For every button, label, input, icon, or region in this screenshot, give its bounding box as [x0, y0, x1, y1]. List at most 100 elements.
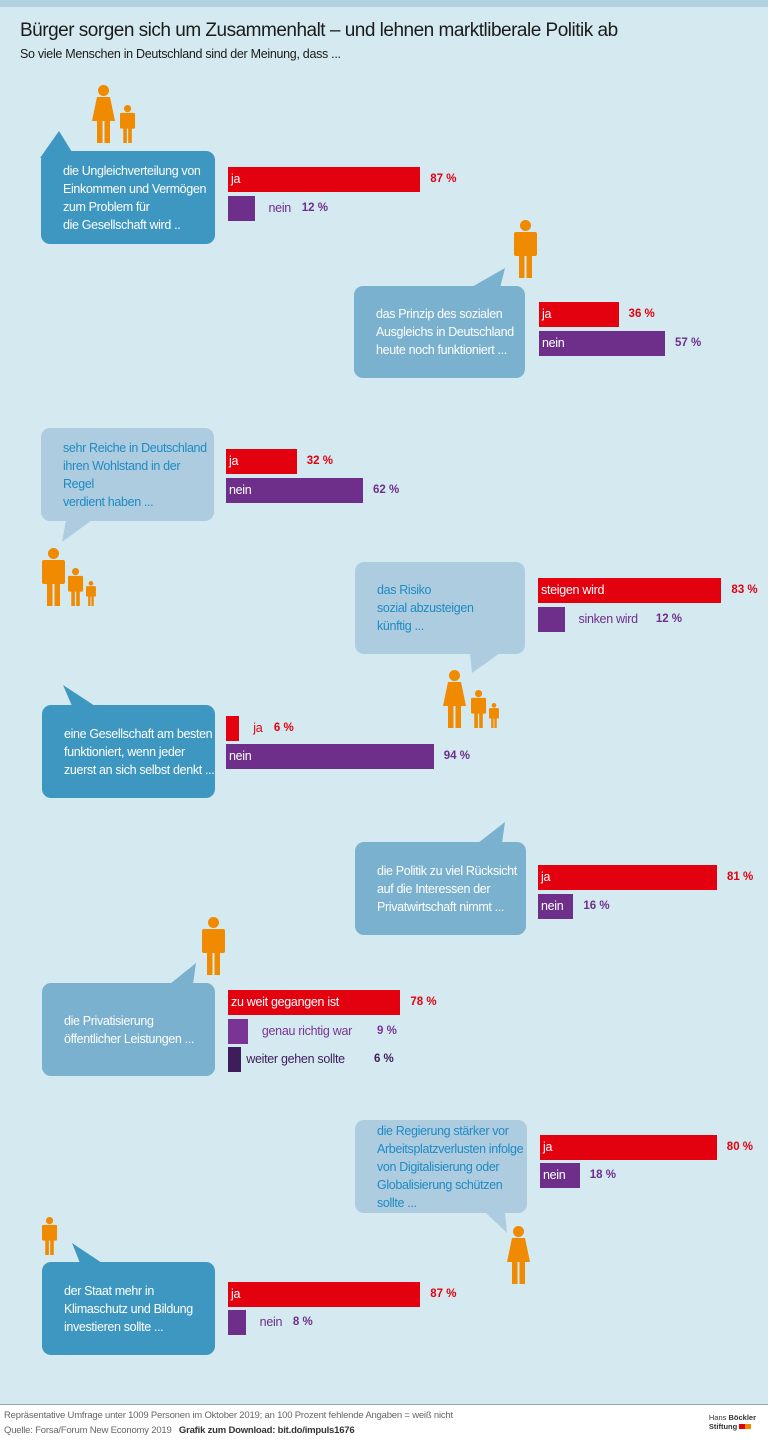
bar-value: 62 % [373, 484, 400, 496]
bar-value: 32 % [306, 455, 333, 467]
speech-bubble-tail [62, 520, 92, 542]
question-line: die Regierung stärker vor [377, 1123, 509, 1138]
question-line: sozial abzusteigen [377, 601, 474, 615]
man-icon [514, 220, 537, 278]
bar-steigen-wird [538, 578, 722, 603]
bar-value: 57 % [674, 337, 702, 349]
bar-value: 80 % [726, 1141, 754, 1153]
question-line: auf die Interessen der [377, 881, 491, 896]
bar-sinken-wird [538, 607, 565, 632]
woman-child-icon [92, 85, 136, 143]
bar-label: ja [253, 721, 263, 735]
question-line: der Staat mehr in [64, 1283, 154, 1298]
bar-value: 36 % [628, 308, 655, 320]
bar-label: zu weit gegangen ist [231, 995, 339, 1009]
speech-bubble: eine Gesellschaft am besten funktioniert,… [42, 705, 215, 798]
question-line: Privatwirtschaft nimmt ... [377, 899, 505, 914]
bar-value: 94 % [443, 750, 470, 762]
question-line: öffentlicher Leistungen ... [64, 1031, 194, 1046]
chart-title: Bürger sorgen sich um Zusammenhalt – und… [20, 20, 618, 41]
bar-label: ja [541, 870, 551, 884]
question-line: Ausgleichs in Deutschland [376, 325, 514, 339]
question-line: heute noch funktioniert ... [376, 343, 507, 357]
source-line: Quelle: Forsa/Forum New Economy 2019 Gra… [4, 1425, 355, 1436]
speech-bubble: die Politik zu viel Rücksicht auf die Int… [355, 842, 526, 935]
bar-nein [538, 894, 574, 919]
speech-bubble: die Ungleichverteilung von Einkommen und … [41, 151, 215, 244]
footnote: Repräsentative Umfrage unter 1009 Person… [4, 1410, 453, 1421]
speech-bubble-tail [485, 1212, 507, 1233]
question-line: das Risiko [377, 583, 432, 597]
bar-ja [538, 865, 717, 890]
bar-value: 83 % [731, 584, 758, 596]
bar-label: nein [542, 336, 565, 350]
question-line: die Ungleichverteilung von [63, 163, 201, 178]
question-line: eine Gesellschaft am besten [64, 726, 213, 741]
bar-label: ja [543, 1140, 553, 1154]
bar-label: ja [542, 307, 552, 321]
bar-value: 6 % [373, 1053, 394, 1065]
bar-nein [226, 744, 434, 769]
speech-bubble: sehr Reiche in Deutschland ihren Wohlstan… [41, 428, 214, 521]
bar-label: ja [231, 1287, 241, 1301]
man-icon [42, 1217, 58, 1255]
bar-value: 16 % [583, 900, 610, 912]
bar-label: nein [259, 1315, 283, 1329]
question-line: zum Problem für [63, 199, 150, 214]
speech-bubble-tail [170, 963, 196, 984]
question-line: investieren sollte ... [64, 1319, 164, 1334]
people-figures [42, 85, 537, 1284]
bar-ja [226, 449, 297, 474]
bar-label: nein [268, 201, 292, 215]
question-line: das Prinzip des sozialen [376, 307, 503, 321]
bar-ja [540, 1135, 717, 1160]
question-line: Einkommen und Vermögen [63, 181, 207, 196]
question-line: ihren Wohlstand in der Regel [63, 458, 181, 491]
bar-label: nein [229, 483, 252, 497]
bar-nein [539, 331, 665, 356]
bar-value: 9 % [376, 1025, 397, 1037]
speech-bubble: die Regierung stärker vor Arbeitsplatzver… [355, 1120, 527, 1213]
bar-value: 87 % [430, 1288, 457, 1300]
speech-bubble-tail [470, 268, 505, 288]
bar-ja [226, 716, 240, 741]
chart-subtitle: So viele Menschen in Deutschland sind de… [20, 47, 341, 61]
question-line: zuerst an sich selbst denkt ... [64, 762, 215, 777]
bar-nein [226, 478, 364, 503]
man-two-children-icon [42, 548, 96, 606]
question-line: Arbeitsplatzverlusten infolge [377, 1141, 524, 1156]
bar-value: 18 % [589, 1169, 616, 1181]
download-link[interactable]: Grafik zum Download: bit.do/impuls1676 [178, 1425, 355, 1436]
bar-label: ja [231, 172, 241, 186]
bar-ja [539, 302, 619, 327]
bar-zu-weit-gegangen-ist [228, 990, 401, 1015]
question-line: Globalisierung schützen sollte ... [377, 1177, 503, 1210]
speech-bubble: die Privatisierung öffentlicher Leistunge… [42, 983, 215, 1076]
bar-weiter-gehen-sollte [228, 1047, 242, 1072]
question-line: die Gesellschaft wird .. [63, 217, 181, 232]
man-icon [202, 917, 225, 975]
speech-bubble-tail [470, 653, 500, 673]
question-line: verdient haben ... [63, 494, 154, 509]
bar-ja [228, 167, 421, 192]
question-line: die Politik zu viel Rücksicht [377, 863, 517, 878]
woman-two-children-icon [443, 670, 499, 728]
bar-value: 87 % [430, 173, 457, 185]
speech-bubble-tail [478, 822, 505, 843]
footer: Repräsentative Umfrage unter 1009 Person… [0, 1404, 768, 1440]
bar-value: 78 % [410, 996, 437, 1008]
speech-bubble-tail [72, 1243, 102, 1263]
top-bar [0, 0, 768, 7]
bar-label: sinken wird [578, 612, 639, 626]
bar-label: weiter gehen sollte [246, 1052, 345, 1066]
bar-value: 81 % [727, 871, 754, 883]
question-line: von Digitalisierung oder [377, 1159, 500, 1174]
question-line: die Privatisierung [64, 1013, 154, 1028]
bar-value: 8 % [292, 1316, 313, 1328]
speech-bubble: das Prinzip des sozialen Ausgleichs in De… [354, 286, 525, 378]
bar-label: genau richtig war [261, 1024, 352, 1038]
bar-label: steigen wird [541, 583, 605, 597]
bar-label: nein [541, 899, 564, 913]
woman-icon [507, 1226, 530, 1284]
bar-nein [228, 196, 255, 221]
